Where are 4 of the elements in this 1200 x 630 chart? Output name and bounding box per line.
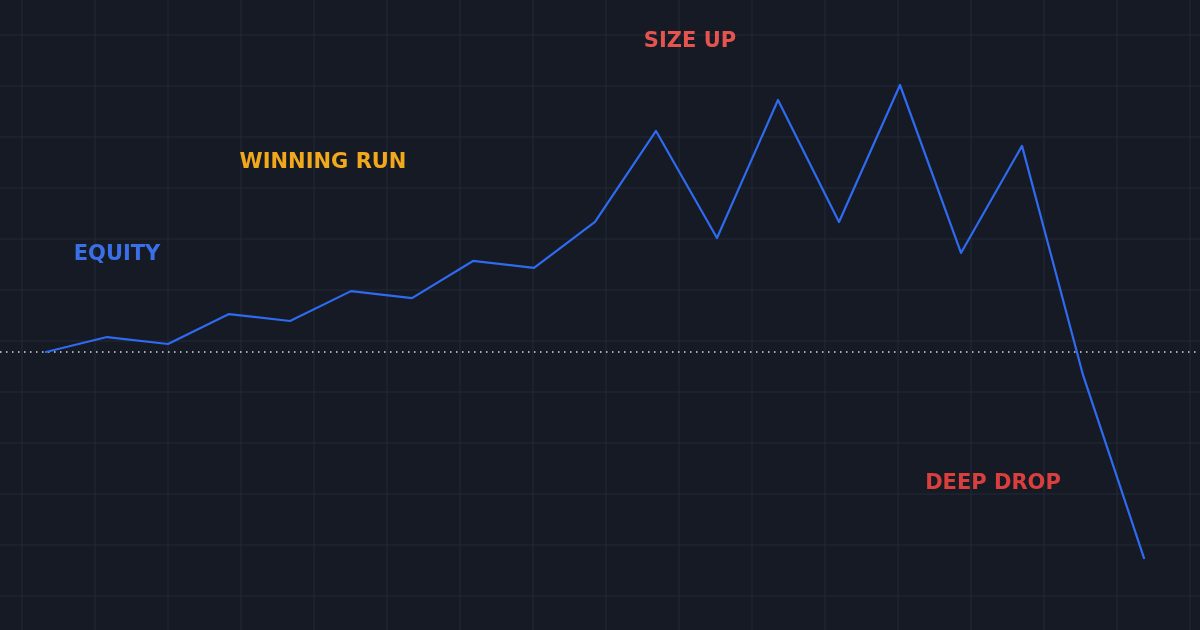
annotation: EQUITY <box>73 241 162 265</box>
text: SIZE UP <box>643 28 737 52</box>
annotation: DEEP DROP <box>925 470 1061 494</box>
annotation: WINNING RUN <box>239 149 407 173</box>
